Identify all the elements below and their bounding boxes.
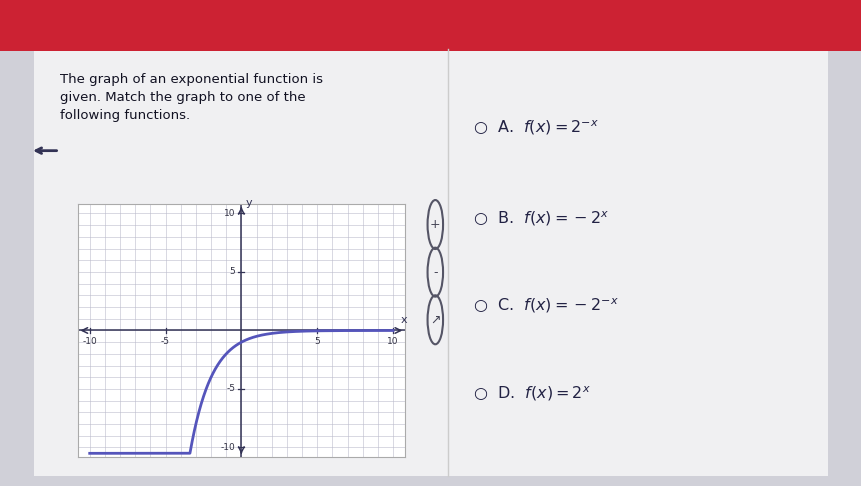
Text: $\bigcirc$  B.  $f(x)=-2^{x}$: $\bigcirc$ B. $f(x)=-2^{x}$: [473, 209, 609, 228]
Text: ↗: ↗: [430, 313, 440, 326]
Text: $\bigcirc$  A.  $f(x)=2^{-x}$: $\bigcirc$ A. $f(x)=2^{-x}$: [473, 118, 598, 137]
Text: The graph of an exponential function is
given. Match the graph to one of the
fol: The graph of an exponential function is …: [60, 73, 323, 122]
Text: 10: 10: [387, 337, 399, 347]
Text: +: +: [430, 218, 440, 231]
Text: x: x: [400, 314, 406, 325]
Text: 5: 5: [314, 337, 319, 347]
Text: $\bigcirc$  D.  $f(x)=2^{x}$: $\bigcirc$ D. $f(x)=2^{x}$: [473, 384, 591, 403]
Text: -5: -5: [161, 337, 170, 347]
Text: -10: -10: [83, 337, 97, 347]
Text: 10: 10: [224, 209, 235, 218]
Text: $\bigcirc$  C.  $f(x)=-2^{-x}$: $\bigcirc$ C. $f(x)=-2^{-x}$: [473, 297, 618, 315]
Text: -: -: [432, 266, 437, 278]
Text: y: y: [245, 198, 252, 208]
Text: -10: -10: [220, 443, 235, 452]
Text: 5: 5: [229, 267, 235, 277]
Text: -5: -5: [226, 384, 235, 394]
